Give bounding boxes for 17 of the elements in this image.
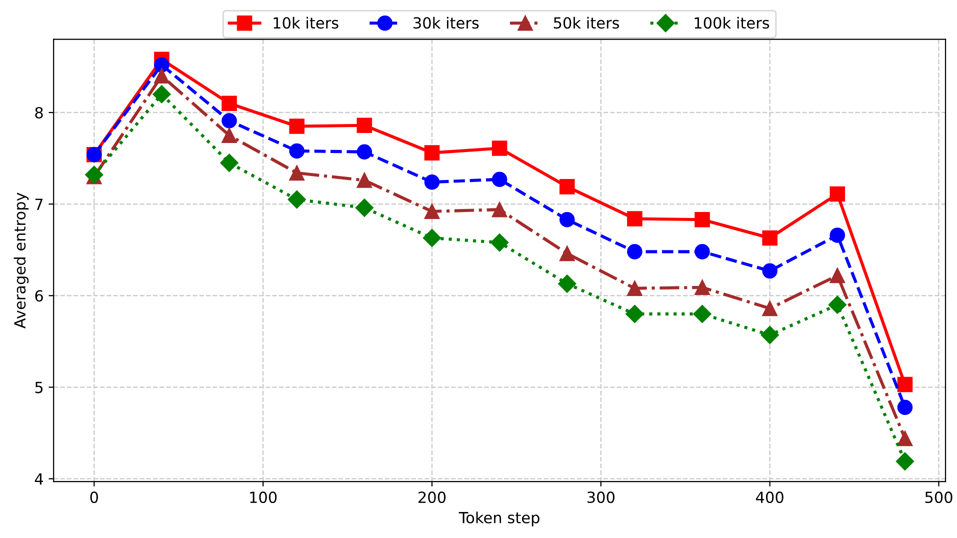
x-tick-label: 100 [250,492,277,504]
y-tick-label: 7 [35,198,43,210]
y-axis-title: Averaged entropy [14,192,29,328]
legend-label: 50k iters [554,16,620,29]
x-axis-title: Token step [458,512,540,526]
legend-label: 100k iters [694,16,770,29]
legend-label: 30k iters [414,16,479,29]
x-tick-label: 300 [587,492,614,504]
legend-label: 10k iters [274,16,338,29]
y-tick-label: 4 [34,473,44,485]
x-tick-label: 400 [756,492,784,504]
y-tick-label: 6 [35,290,43,302]
x-tick-label: 500 [925,492,952,504]
x-tick-label: 0 [90,492,98,504]
y-tick-label: 8 [35,106,43,119]
x-tick-label: 200 [418,492,446,504]
y-tick-label: 5 [35,382,43,394]
